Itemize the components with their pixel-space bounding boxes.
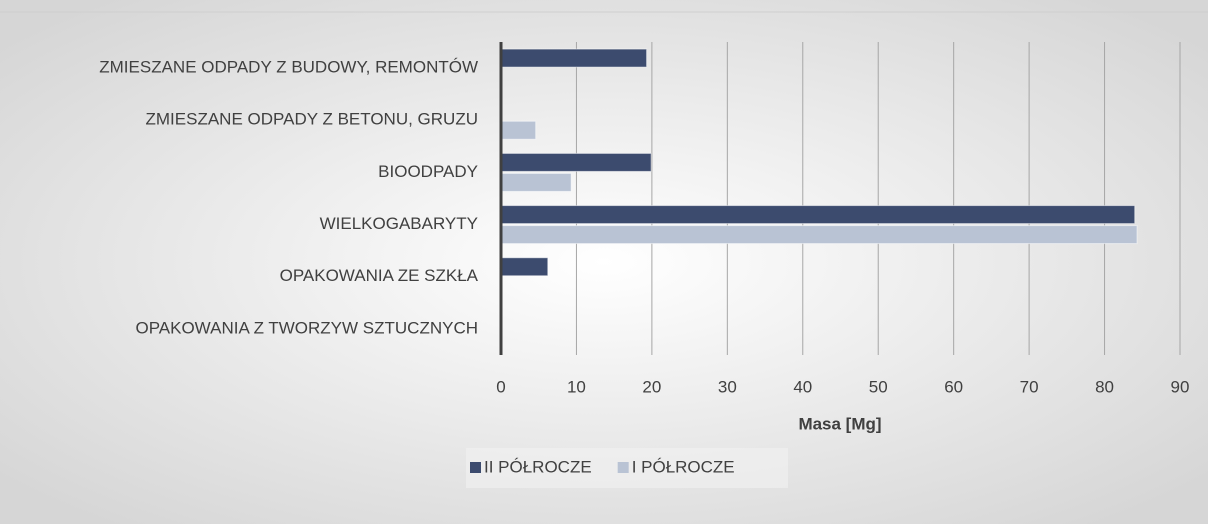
- bar: [500, 152, 652, 172]
- x-axis-title: Masa [Mg]: [798, 414, 881, 433]
- y-tick-label: WIELKOGABARYTY: [320, 214, 478, 233]
- y-tick-label: BIOODPADY: [378, 162, 478, 181]
- bar: [500, 225, 1138, 245]
- y-tick-label: OPAKOWANIA Z TWORZYW SZTUCZNYCH: [135, 318, 478, 337]
- legend-swatch: [617, 462, 629, 473]
- y-tick-label: OPAKOWANIA ZE SZKŁA: [280, 266, 479, 285]
- x-tick-label: 30: [718, 377, 737, 396]
- x-tick-label: 90: [1171, 377, 1190, 396]
- y-tick-label: ZMIESZANE ODPADY Z BETONU, GRUZU: [146, 110, 478, 129]
- legend-label: I PÓŁROCZE: [632, 457, 735, 476]
- bar: [500, 205, 1136, 225]
- x-tick-label: 70: [1020, 377, 1039, 396]
- bar: [500, 120, 537, 140]
- x-tick-label: 80: [1095, 377, 1114, 396]
- x-tick-label: 10: [567, 377, 586, 396]
- bar: [500, 257, 549, 277]
- x-tick-label: 60: [944, 377, 963, 396]
- bar: [500, 172, 572, 192]
- x-tick-label: 0: [496, 377, 505, 396]
- x-tick-label: 50: [869, 377, 888, 396]
- bar: [500, 48, 648, 68]
- y-tick-label: ZMIESZANE ODPADY Z BUDOWY, REMONTÓW: [99, 58, 478, 77]
- legend-swatch: [470, 462, 481, 473]
- x-tick-label: 40: [793, 377, 812, 396]
- x-tick-label: 20: [642, 377, 661, 396]
- legend-label: II PÓŁROCZE: [484, 457, 592, 476]
